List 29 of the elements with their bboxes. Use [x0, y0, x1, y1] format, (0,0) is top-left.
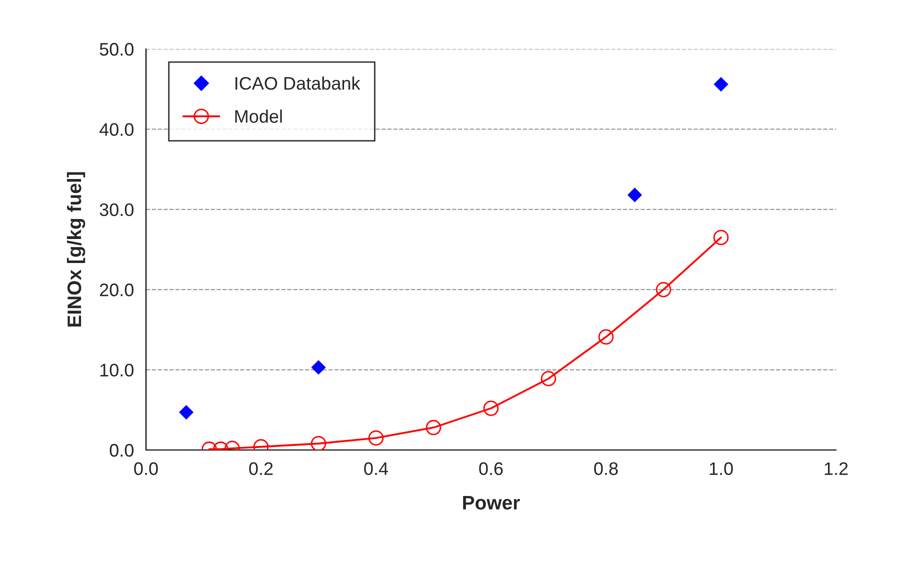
point — [656, 282, 672, 298]
y-tick-label: 0.0 — [110, 444, 134, 457]
point — [368, 430, 384, 446]
x-axis-title: Power — [463, 496, 520, 510]
y-tick-label: 30.0 — [100, 203, 134, 216]
point — [540, 370, 556, 386]
point — [483, 400, 499, 416]
x-tick-label: 0.8 — [594, 462, 618, 476]
point — [627, 188, 642, 202]
x-tick-label: 0.6 — [479, 462, 503, 476]
legend-label: ICAO Databank — [235, 76, 360, 90]
x-tick-label: 0.4 — [364, 462, 388, 476]
point — [426, 420, 442, 436]
x-tick-label: 0.2 — [249, 462, 273, 476]
y-tick-label: 40.0 — [99, 123, 134, 136]
point — [310, 436, 326, 450]
point — [598, 329, 614, 345]
y-axis-title: EINOx [g/kg fuel] — [66, 172, 86, 327]
x-tick-label: 0.0 — [134, 462, 158, 476]
y-tick-label: 10.0 — [100, 364, 134, 377]
point — [713, 230, 729, 246]
y-tick-label: 50.0 — [100, 42, 134, 56]
point — [714, 77, 728, 92]
y-tick-label: 20.0 — [100, 284, 134, 296]
x-tick-label: 1.0 — [710, 462, 733, 476]
point — [178, 405, 194, 420]
x-tick-label: 1.2 — [824, 462, 848, 475]
legend-label: Model — [235, 110, 282, 123]
point — [311, 360, 326, 375]
